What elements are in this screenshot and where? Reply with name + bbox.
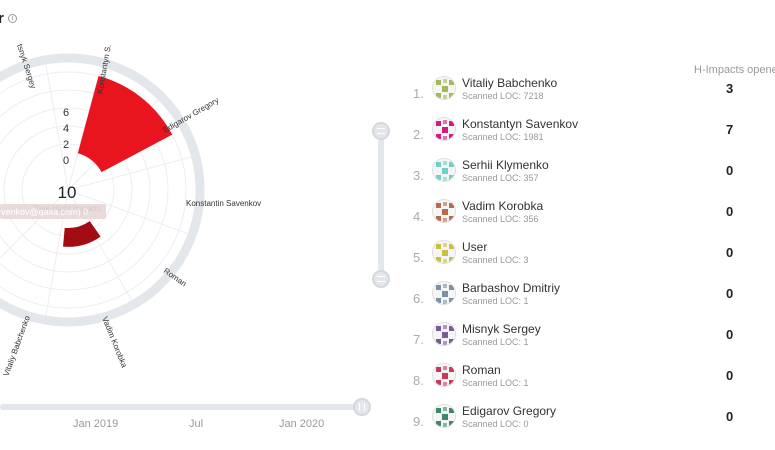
avatar[interactable] bbox=[432, 117, 456, 141]
vertical-slider-track[interactable] bbox=[378, 130, 384, 280]
avatar[interactable] bbox=[432, 404, 456, 428]
rank-number: 2. bbox=[413, 127, 424, 142]
spoke-label: Vadim Korobka bbox=[100, 315, 129, 369]
scanned-loc: Scanned LOC: 356 bbox=[462, 214, 539, 224]
scanned-loc: Scanned LOC: 1 bbox=[462, 378, 529, 388]
avatar[interactable] bbox=[432, 158, 456, 182]
h-impacts-count: 0 bbox=[726, 204, 734, 219]
chart-tooltip-box bbox=[0, 204, 106, 219]
h-impacts-count: 0 bbox=[726, 327, 734, 342]
list-item[interactable]: 4. Vadim Korobka Scanned LOC: 356 0 bbox=[400, 193, 775, 234]
h-impacts-count: 0 bbox=[726, 163, 734, 178]
scanned-loc: Scanned LOC: 1 bbox=[462, 337, 529, 347]
timeline-label-jan-2019: Jan 2019 bbox=[73, 418, 119, 430]
list-item[interactable]: 2. Konstantyn Savenkov Scanned LOC: 1981 7 bbox=[400, 111, 775, 152]
radial-impact-chart: 642010Total Hight Impactsvenkov@qaxa.com… bbox=[0, 43, 261, 377]
h-impacts-count: 0 bbox=[726, 286, 734, 301]
scale-tick-label: 6 bbox=[63, 107, 69, 119]
list-item[interactable]: 6. Barbashov Dmitriy Scanned LOC: 1 0 bbox=[400, 275, 775, 316]
avatar[interactable] bbox=[432, 76, 456, 100]
total-impacts-value: 10 bbox=[58, 183, 77, 202]
list-item[interactable]: 7. Misnyk Sergey Scanned LOC: 1 0 bbox=[400, 316, 775, 357]
avatar[interactable] bbox=[432, 363, 456, 387]
avatar[interactable] bbox=[432, 281, 456, 305]
timeline-label-jul: Jul bbox=[189, 418, 204, 430]
rank-number: 9. bbox=[413, 414, 424, 429]
contributor-name[interactable]: Vitaliy Babchenko bbox=[462, 76, 558, 90]
radial-zoom-slider[interactable] bbox=[372, 122, 390, 288]
scanned-loc: Scanned LOC: 357 bbox=[462, 173, 539, 183]
contributor-name[interactable]: Edigarov Gregory bbox=[462, 404, 557, 418]
list-item[interactable]: 9. Edigarov Gregory Scanned LOC: 0 0 bbox=[400, 398, 775, 439]
spoke-label: Konstantin Savenkov bbox=[186, 199, 261, 208]
scanned-loc: Scanned LOC: 0 bbox=[462, 419, 529, 429]
list-item[interactable]: 3. Serhii Klymenko Scanned LOC: 357 0 bbox=[400, 152, 775, 193]
scanned-loc: Scanned LOC: 7218 bbox=[462, 91, 544, 101]
h-impacts-count: 3 bbox=[726, 81, 734, 96]
rank-number: 7. bbox=[413, 332, 424, 347]
spoke-label: Vitaliy Babchenko bbox=[2, 314, 32, 377]
h-impacts-count: 0 bbox=[726, 409, 734, 424]
scanned-loc: Scanned LOC: 3 bbox=[462, 255, 529, 265]
contributor-name[interactable]: Misnyk Sergey bbox=[462, 322, 541, 336]
rank-number: 8. bbox=[413, 373, 424, 388]
avatar[interactable] bbox=[432, 240, 456, 264]
scale-tick-label: 2 bbox=[63, 139, 69, 151]
scanned-loc: Scanned LOC: 1 bbox=[462, 296, 529, 306]
vertical-slider-top-handle[interactable] bbox=[372, 122, 390, 140]
h-impacts-count: 0 bbox=[726, 245, 734, 260]
impact-bar-konstantyn[interactable] bbox=[77, 76, 173, 173]
timeline-slider-handle[interactable] bbox=[353, 398, 371, 416]
avatar[interactable] bbox=[432, 322, 456, 346]
h-impacts-count: 0 bbox=[726, 368, 734, 383]
scanned-loc: Scanned LOC: 1981 bbox=[462, 132, 544, 142]
page-title: r bbox=[0, 10, 4, 27]
outer-ring bbox=[0, 53, 205, 327]
rank-number: 6. bbox=[413, 291, 424, 306]
list-item[interactable]: 5. User Scanned LOC: 3 0 bbox=[400, 234, 775, 275]
impact-bar-vitaliy[interactable] bbox=[63, 221, 101, 247]
contributor-name[interactable]: Barbashov Dmitriy bbox=[462, 281, 561, 295]
contributor-name[interactable]: Serhii Klymenko bbox=[462, 158, 549, 172]
contributor-name[interactable]: Roman bbox=[462, 363, 501, 377]
rank-number: 5. bbox=[413, 250, 424, 265]
info-icon[interactable]: i bbox=[8, 14, 17, 23]
rank-number: 4. bbox=[413, 209, 424, 224]
timeline-slider[interactable] bbox=[0, 398, 371, 416]
rank-number: 3. bbox=[413, 168, 424, 183]
list-item[interactable]: 1. Vitaliy Babchenko Scanned LOC: 7218 3 bbox=[400, 70, 775, 111]
contributor-name[interactable]: User bbox=[462, 240, 488, 254]
timeline-label-jan-2020: Jan 2020 bbox=[279, 418, 325, 430]
list-item[interactable]: 8. Roman Scanned LOC: 1 0 bbox=[400, 357, 775, 398]
contributor-name[interactable]: Vadim Korobka bbox=[462, 199, 544, 213]
avatar[interactable] bbox=[432, 199, 456, 223]
h-impacts-count: 7 bbox=[726, 122, 734, 137]
h-impacts-column-header: H-Impacts opened bbox=[694, 64, 775, 76]
rank-number: 1. bbox=[413, 86, 424, 101]
scale-tick-label: 0 bbox=[63, 155, 69, 167]
vertical-slider-bottom-handle[interactable] bbox=[372, 270, 390, 288]
contributor-name[interactable]: Konstantyn Savenkov bbox=[462, 117, 579, 131]
timeline-slider-track[interactable] bbox=[0, 404, 362, 410]
scale-tick-label: 4 bbox=[63, 123, 69, 135]
chart-tooltip: venkov@qaxa.com) 0 bbox=[1, 207, 88, 217]
